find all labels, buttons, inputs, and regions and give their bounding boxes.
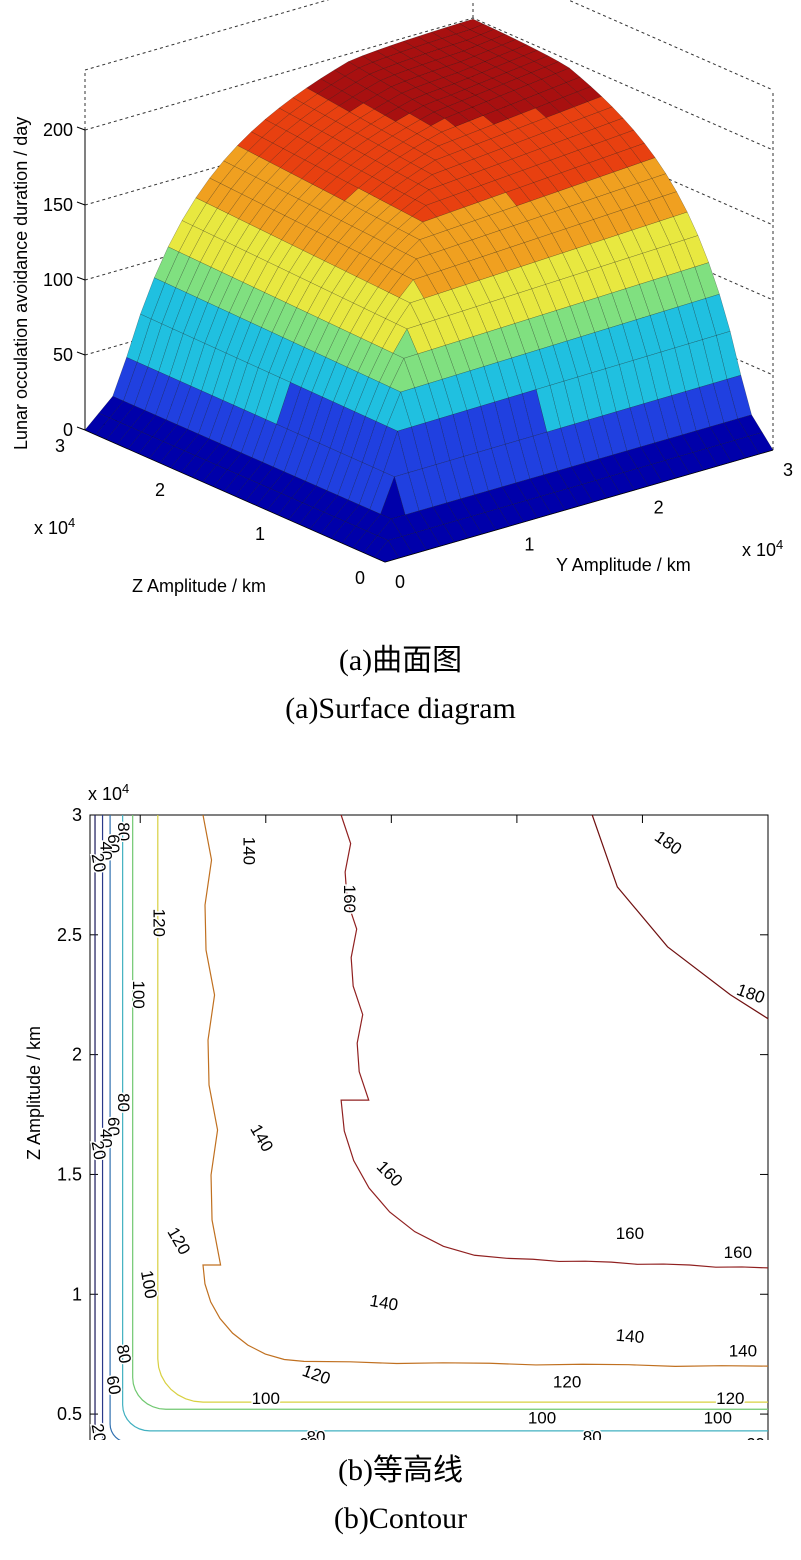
z-grid-200 bbox=[84, 17, 774, 151]
contour-label-100: 100 bbox=[528, 1408, 556, 1427]
top-back-edges bbox=[84, 0, 774, 91]
z-exponent-label: x 104 bbox=[34, 515, 75, 538]
z-tick-mark bbox=[76, 201, 86, 206]
contour-label-140: 140 bbox=[729, 1341, 757, 1360]
z-amp-tick-label: 2 bbox=[155, 480, 165, 500]
z-exponent-label: x 104 bbox=[88, 781, 129, 804]
contour-label-100: 100 bbox=[252, 1389, 280, 1408]
contour-label-120: 120 bbox=[149, 909, 168, 937]
contour-label-20: 20 bbox=[88, 1139, 110, 1161]
contour-label-20: 20 bbox=[88, 852, 110, 874]
contour-label-80: 80 bbox=[583, 1428, 602, 1440]
contour-line-80 bbox=[122, 815, 768, 1432]
contour-line-100 bbox=[132, 815, 768, 1410]
contour-lines bbox=[94, 814, 769, 1440]
duration-axis-label: Lunar occulation avoidance duration / da… bbox=[11, 117, 31, 450]
contour-line-60 bbox=[109, 815, 121, 1440]
contour-label-40: 40 bbox=[97, 841, 116, 860]
y-amp-tick-label: 2 bbox=[654, 497, 664, 517]
contour-label-60: 60 bbox=[104, 834, 123, 853]
contour-label-100: 100 bbox=[129, 981, 148, 1009]
height-tick-label: 200 bbox=[43, 120, 73, 140]
z-amp-tick-label: 0.5 bbox=[57, 1404, 82, 1424]
caption-a-chinese: (a)曲面图 bbox=[338, 644, 463, 677]
contour-line-140 bbox=[202, 814, 769, 1367]
contour-label-120: 120 bbox=[553, 1372, 581, 1391]
contour-label-20: 20 bbox=[88, 1422, 110, 1440]
contour-label-160: 160 bbox=[616, 1224, 644, 1243]
contour-line-160 bbox=[340, 814, 769, 1269]
y-amplitude-axis-label: Y Amplitude / km bbox=[556, 555, 691, 575]
contour-label-100: 100 bbox=[704, 1408, 732, 1427]
contour-line-40 bbox=[101, 815, 104, 1440]
z-amplitude-axis-label: Z Amplitude / km bbox=[24, 1026, 44, 1160]
contour-label-140: 140 bbox=[615, 1326, 645, 1347]
contour-label-80: 80 bbox=[114, 1093, 133, 1112]
contour-labels: 1801801601601601601401401401401401201201… bbox=[86, 821, 769, 1440]
contour-label-80: 80 bbox=[307, 1428, 326, 1440]
z-tick-mark bbox=[76, 426, 86, 431]
caption-b-chinese: (b)等高线 bbox=[338, 1454, 463, 1487]
z-tick-mark bbox=[76, 351, 86, 356]
caption-b-english: (b)Contour bbox=[333, 1502, 468, 1535]
z-tick-mark bbox=[76, 276, 86, 281]
z-amp-tick-label: 1 bbox=[255, 524, 265, 544]
contour-line-120 bbox=[157, 815, 768, 1403]
contour-label-60: 60 bbox=[104, 1117, 123, 1136]
y-exponent-label: x 104 bbox=[742, 537, 783, 560]
y-amp-tick-label: 3 bbox=[783, 460, 793, 480]
contour-axes-box bbox=[89, 814, 769, 1440]
height-tick-label: 150 bbox=[43, 195, 73, 215]
contour-label-60: 60 bbox=[103, 1374, 125, 1396]
z-amplitude-axis-label: Z Amplitude / km bbox=[132, 576, 266, 596]
z-amp-tick-label: 2.5 bbox=[57, 925, 82, 945]
y-amp-tick-label: 1 bbox=[524, 535, 534, 555]
z-tick-mark bbox=[76, 126, 86, 131]
height-tick-label: 50 bbox=[53, 345, 73, 365]
contour-label-80: 80 bbox=[113, 1343, 135, 1365]
contour-label-40: 40 bbox=[97, 1129, 116, 1148]
contour-label-120: 120 bbox=[716, 1389, 744, 1408]
contour-label-60: 60 bbox=[746, 1435, 765, 1440]
contour-label-140: 140 bbox=[240, 837, 259, 865]
contour-line-180 bbox=[591, 814, 769, 1020]
surface-skirt bbox=[758, 449, 774, 455]
z-amp-tick-label: 3 bbox=[55, 436, 65, 456]
z-amp-tick-label: 3 bbox=[72, 805, 82, 825]
z-amp-tick-label: 0 bbox=[355, 568, 365, 588]
contour-label-80: 80 bbox=[114, 822, 133, 841]
z-amp-tick-label: 1.5 bbox=[57, 1164, 82, 1184]
height-tick-label: 100 bbox=[43, 270, 73, 290]
contour-label-160: 160 bbox=[724, 1243, 752, 1262]
z-amp-tick-label: 2 bbox=[72, 1045, 82, 1065]
y-amp-tick-label: 0 bbox=[395, 572, 405, 592]
height-tick-label: 0 bbox=[63, 420, 73, 440]
caption-a-english: (a)Surface diagram bbox=[285, 692, 516, 725]
contour-label-160: 160 bbox=[340, 885, 359, 913]
contour-label-60: 60 bbox=[299, 1435, 318, 1440]
z-amp-tick-label: 1 bbox=[72, 1284, 82, 1304]
surface-mesh bbox=[84, 18, 774, 563]
